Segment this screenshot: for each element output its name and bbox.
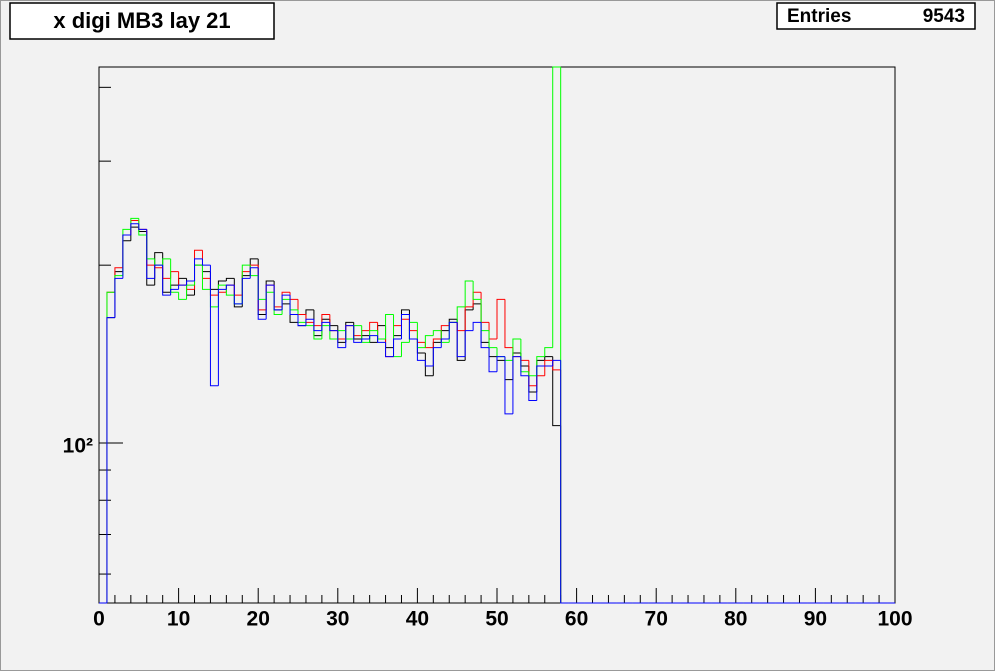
histogram-bin <box>178 292 187 300</box>
histogram-bin <box>146 229 155 279</box>
histogram-bin <box>194 258 203 282</box>
histogram-bin <box>400 314 410 339</box>
histogram-bin <box>456 306 466 323</box>
histogram-bin <box>536 365 545 401</box>
histogram-bin <box>496 356 505 372</box>
x-tick-label: 50 <box>485 608 508 631</box>
x-tick-label: 80 <box>724 608 747 631</box>
histogram-bin <box>393 338 402 357</box>
histogram-bin <box>504 299 513 349</box>
histogram-bin <box>305 318 314 326</box>
histogram-bin <box>178 284 187 290</box>
histogram-bin <box>186 280 195 286</box>
histogram-bin <box>385 314 394 339</box>
histogram-bin <box>114 277 123 318</box>
histogram-bin <box>217 288 227 386</box>
histogram-bin <box>385 342 394 358</box>
histogram-bin <box>464 330 474 357</box>
histogram-bin <box>130 223 139 235</box>
x-tick-label: 10 <box>167 608 190 631</box>
histogram-bin <box>122 234 131 279</box>
x-tick-label: 40 <box>406 608 429 631</box>
histogram-bin <box>377 335 386 343</box>
histogram-bin <box>552 359 561 367</box>
stats-label: Entries <box>787 6 851 27</box>
histogram-bin <box>496 298 505 339</box>
histogram-bin <box>353 325 362 343</box>
histogram-bin <box>528 375 537 402</box>
histogram-bin <box>257 267 267 320</box>
histogram-bin <box>552 356 561 427</box>
histogram-bin <box>329 322 338 332</box>
histogram-bin <box>154 264 163 279</box>
histogram-bin <box>345 325 354 348</box>
histogram-bin <box>289 295 298 316</box>
histogram-bin <box>440 338 450 348</box>
x-tick-label: 30 <box>326 608 349 631</box>
histogram-bin <box>432 347 442 367</box>
histogram-bin <box>432 330 442 336</box>
histogram-bin <box>225 277 235 282</box>
histogram-bin <box>233 285 243 305</box>
histogram-bin <box>297 314 306 327</box>
x-tick-label: 60 <box>565 608 588 631</box>
title-box <box>9 2 275 40</box>
histogram-bin <box>416 338 426 361</box>
histogram-bin <box>369 321 378 331</box>
x-tick-label: 100 <box>877 608 912 631</box>
histogram-bin <box>162 258 171 266</box>
histogram-bin <box>209 265 219 387</box>
histogram-bin <box>544 347 553 357</box>
histogram-bin <box>369 335 378 339</box>
y-tick-label: 10² <box>63 435 93 458</box>
histogram-bin <box>313 319 322 332</box>
histogram-bin <box>106 317 115 603</box>
histogram-bin <box>249 267 259 279</box>
histogram-bin <box>432 338 442 348</box>
histogram-bin <box>456 322 466 358</box>
histogram-bin <box>552 66 561 348</box>
histogram-bin <box>520 356 529 377</box>
x-tick-label: 20 <box>247 608 270 631</box>
histogram-bin <box>241 277 251 304</box>
histogram-bin <box>488 347 497 373</box>
histogram-bin <box>201 258 211 266</box>
histogram-bin <box>201 265 211 290</box>
histogram-bin <box>544 359 553 376</box>
histogram-bin <box>512 356 521 414</box>
x-tick-label: 70 <box>645 608 668 631</box>
histogram-bin <box>273 285 283 311</box>
histogram-bin <box>424 360 434 367</box>
histogram-bin <box>560 360 569 604</box>
stats-value: 9543 <box>923 6 965 27</box>
histogram-bin <box>424 335 434 348</box>
x-tick-label: 0 <box>93 608 105 631</box>
histogram-bin <box>138 223 147 230</box>
histogram-bin <box>448 321 458 339</box>
histogram-bin <box>170 288 179 296</box>
histogram-bin <box>321 321 330 331</box>
histogram-bin <box>337 330 346 349</box>
histogram-bin <box>361 338 370 343</box>
histogram-bin <box>480 322 490 349</box>
histogram-bin <box>408 314 418 340</box>
histogram-bin <box>472 281 482 300</box>
histogram-bin <box>265 284 275 320</box>
stats-box <box>776 2 976 30</box>
x-tick-label: 90 <box>804 608 827 631</box>
histogram-bin <box>512 338 521 361</box>
histogram-bin <box>225 284 235 290</box>
chart-title: x digi MB3 lay 21 <box>53 8 230 33</box>
histogram-bin <box>504 356 513 415</box>
histogram-bin <box>162 265 171 296</box>
histogram-bin <box>400 341 410 357</box>
histogram-bin <box>281 294 291 310</box>
histogram-bin <box>472 321 482 331</box>
histogram-bin <box>464 280 474 307</box>
